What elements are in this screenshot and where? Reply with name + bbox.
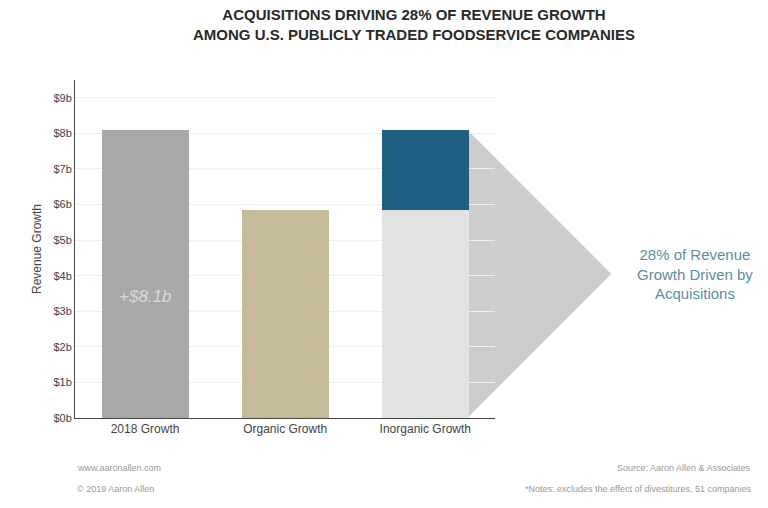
svg-text:$6b: $6b	[53, 198, 71, 210]
svg-text:$9b: $9b	[53, 92, 71, 104]
svg-text:$4b: $4b	[53, 270, 71, 282]
svg-text:Source: Aaron Allen & Associat: Source: Aaron Allen & Associates	[617, 463, 751, 473]
svg-text:$8b: $8b	[53, 127, 71, 139]
svg-text:2018 Growth: 2018 Growth	[111, 422, 180, 436]
svg-text:$0b: $0b	[53, 412, 71, 424]
svg-text:$5b: $5b	[53, 234, 71, 246]
svg-text:ACQUISITIONS DRIVING 28% OF RE: ACQUISITIONS DRIVING 28% OF REVENUE GROW…	[193, 6, 635, 43]
svg-text:$3b: $3b	[53, 305, 71, 317]
svg-text:© 2019 Aaron Allen: © 2019 Aaron Allen	[77, 484, 154, 494]
svg-text:Revenue Growth: Revenue Growth	[30, 204, 44, 294]
svg-text:28% of RevenueGrowth Driven by: 28% of RevenueGrowth Driven byAcquisitio…	[637, 246, 753, 302]
svg-text:Inorganic Growth: Inorganic Growth	[380, 422, 471, 436]
svg-text:+$8.1b: +$8.1b	[119, 287, 171, 306]
svg-text:$2b: $2b	[53, 341, 71, 353]
svg-text:*Notes: excludes the effect of: *Notes: excludes the effect of divestitu…	[525, 484, 751, 494]
svg-text:Organic Growth: Organic Growth	[243, 422, 327, 436]
svg-text:$1b: $1b	[53, 376, 71, 388]
svg-text:$7b: $7b	[53, 163, 71, 175]
svg-text:www.aaronallen.com: www.aaronallen.com	[77, 463, 161, 473]
